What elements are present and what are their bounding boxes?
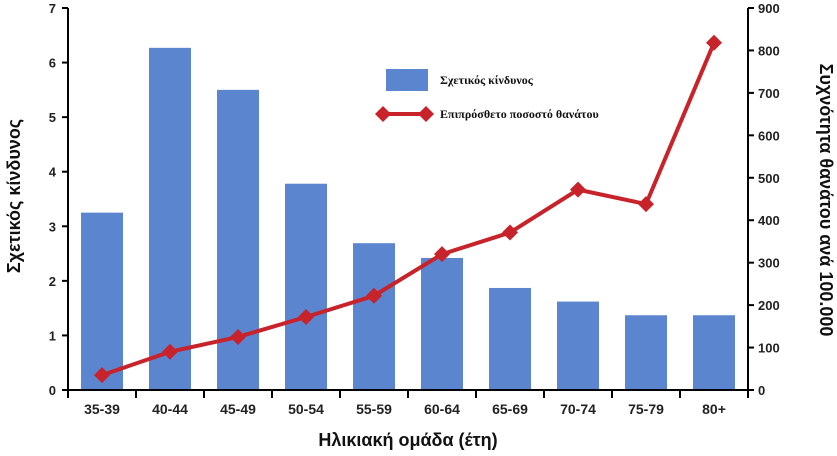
right-tick-label: 300	[758, 256, 780, 271]
x-tick-label: 70-74	[560, 401, 596, 417]
x-ticks-layer: 35-39 40-44 45-49 50-54 55-59 60-64 65-69 70-74…	[67, 390, 749, 417]
x-tick-label: 55-59	[356, 401, 392, 417]
line-point	[230, 328, 246, 345]
legend-bar-label: Σχετικός κίνδυνος	[440, 73, 534, 87]
right-y-axis-label: Συχνότητα θανάτου ανά 100.000	[816, 64, 836, 337]
line-point	[706, 34, 722, 51]
right-tick-label: 600	[758, 128, 780, 143]
left-tick-label: 6	[49, 56, 56, 71]
legend-bar-swatch	[386, 69, 428, 91]
right-tick-label: 200	[758, 298, 780, 313]
bar	[625, 315, 667, 390]
legend-line-marker	[375, 106, 391, 122]
bar	[693, 315, 735, 390]
right-tick-label: 700	[758, 86, 780, 101]
bar	[285, 183, 327, 390]
line-point	[434, 246, 450, 263]
left-tick-label: 7	[49, 1, 56, 16]
bars-layer	[81, 47, 735, 390]
x-tick-label: 40-44	[152, 401, 188, 417]
line-point	[638, 196, 654, 213]
line-point	[298, 308, 314, 325]
line-point	[162, 343, 178, 360]
x-tick-label: 60-64	[424, 401, 460, 417]
right-tick-label: 100	[758, 341, 780, 356]
x-tick-label: 80+	[702, 401, 726, 417]
right-ticks-layer: 0 100 200 300 400 500 600 700 800 900	[748, 1, 780, 398]
right-tick-label: 500	[758, 171, 780, 186]
bar	[489, 287, 531, 390]
right-tick-label: 400	[758, 213, 780, 228]
line-point	[502, 224, 518, 241]
left-y-axis-label: Σχετικός κίνδυνος	[4, 119, 24, 273]
line-point	[366, 287, 382, 304]
right-tick-label: 0	[758, 383, 765, 398]
x-tick-label: 45-49	[220, 401, 256, 417]
bar	[353, 243, 395, 390]
bar	[81, 212, 123, 390]
x-tick-label: 65-69	[492, 401, 528, 417]
bar	[557, 301, 599, 390]
x-tick-label: 35-39	[84, 401, 120, 417]
x-axis-label: Ηλικιακή ομάδα (έτη)	[318, 430, 497, 450]
line-point	[570, 181, 586, 198]
right-tick-label: 900	[758, 1, 780, 16]
x-tick-label: 50-54	[288, 401, 324, 417]
bar	[217, 89, 259, 390]
legend: Σχετικός κίνδυνος Επιπρόσθετο ποσοστό θα…	[375, 69, 599, 122]
left-tick-label: 5	[49, 110, 56, 125]
left-ticks-layer: 0 1 2 3 4 5 6 7	[49, 1, 68, 398]
bar	[421, 257, 463, 390]
x-tick-label: 75-79	[628, 401, 664, 417]
line-layer	[94, 34, 722, 384]
left-tick-label: 3	[49, 219, 56, 234]
right-tick-label: 800	[758, 43, 780, 58]
legend-line-label: Επιπρόσθετο ποσοστό θανάτου	[440, 107, 599, 121]
line-series	[101, 42, 716, 378]
bar	[149, 47, 191, 390]
legend-line-marker	[418, 106, 434, 122]
line-point	[94, 367, 110, 384]
left-tick-label: 4	[49, 165, 57, 180]
left-tick-label: 2	[49, 274, 56, 289]
left-tick-label: 0	[49, 383, 56, 398]
left-tick-label: 1	[49, 328, 56, 343]
